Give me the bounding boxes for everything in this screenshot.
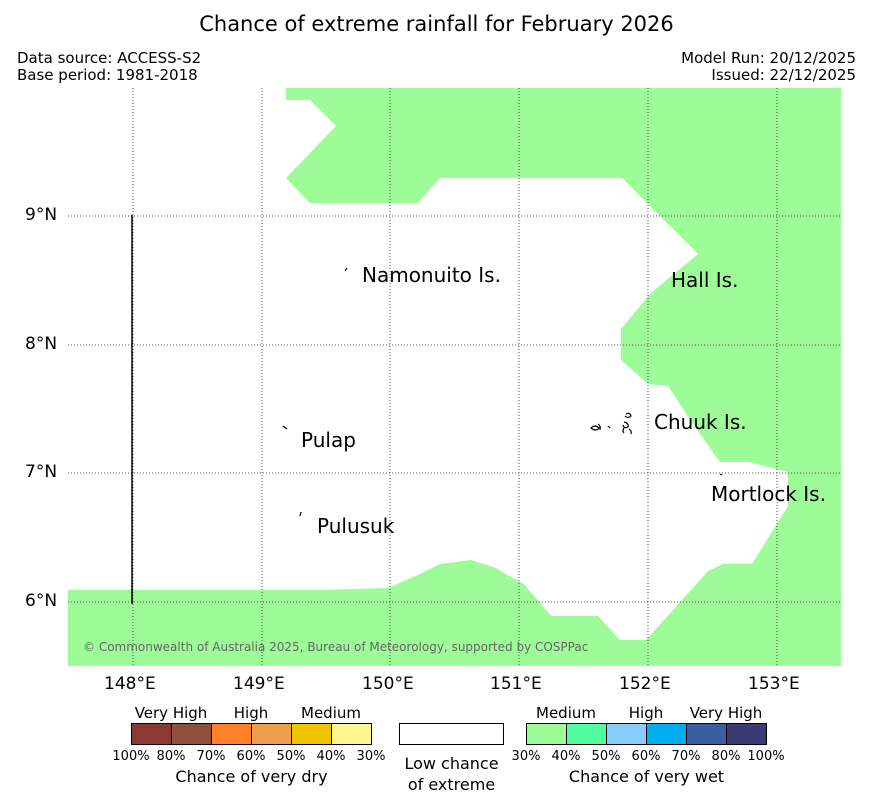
- chuuk-island-outline: [590, 412, 632, 435]
- legend-dry-swatch-3: [252, 724, 292, 744]
- island-outlines: [282, 267, 723, 517]
- issued-date: Issued: 22/12/2025: [711, 66, 856, 84]
- legend-wet-swatch-1: [567, 724, 607, 744]
- lon-label-149e: 149°E: [233, 674, 285, 694]
- legend-wet-very-high-label: Very High: [689, 704, 763, 722]
- legend-low-chance-line1: Low chance: [404, 754, 499, 773]
- lon-label-148e: 148°E: [104, 674, 156, 694]
- legend-dry-tick: 30%: [356, 749, 386, 764]
- legend-wet-swatch-0: [527, 724, 567, 744]
- legend-dry-title: Chance of very dry: [175, 767, 328, 786]
- legend-low-chance-line2: of extreme: [407, 775, 496, 794]
- base-period: Base period: 1981-2018: [17, 66, 198, 84]
- place-label-pulap: Pulap: [301, 428, 356, 452]
- legend-wet-tick: 60%: [631, 749, 661, 764]
- place-label-mortlock: Mortlock Is.: [711, 482, 826, 506]
- legend-low-chance-label: Low chance of extreme: [389, 753, 514, 795]
- pulap-island-outline: [282, 425, 288, 430]
- lat-label-8n: 8°N: [25, 334, 58, 354]
- legend-wet-tick: 40%: [551, 749, 581, 764]
- lon-label-153e: 153°E: [748, 674, 800, 694]
- legend-dry-swatch-1: [172, 724, 212, 744]
- very-wet-chance-region: [68, 88, 841, 666]
- legend-dry-very-high-label: Very High: [134, 704, 208, 722]
- legend-wet-tick: 80%: [711, 749, 741, 764]
- legend-wet-medium-label: Medium: [536, 704, 596, 722]
- legend-dry-swatch-2: [212, 724, 252, 744]
- lon-label-152e: 152°E: [619, 674, 671, 694]
- place-label-namonuito: Namonuito Is.: [362, 263, 501, 287]
- namonuito-island-outline: [344, 267, 348, 272]
- legend-wet-tick: 30%: [511, 749, 541, 764]
- place-label-hall: Hall Is.: [671, 268, 739, 292]
- legend-wet-tick: 70%: [671, 749, 701, 764]
- run-info: Model Run: 20/12/2025 Issued: 22/12/2025: [681, 50, 856, 84]
- mortlock-island-outline: [719, 473, 723, 476]
- legend-dry-high-label: High: [233, 704, 269, 722]
- legend-dry-colorbar: [131, 723, 372, 745]
- map-canvas[interactable]: Namonuito Is. Hall Is. Chuuk Is. Pulap M…: [68, 88, 841, 666]
- lon-label-151e: 151°E: [490, 674, 542, 694]
- legend-dry-swatch-5: [332, 724, 371, 744]
- legend-dry-tick: 80%: [156, 749, 186, 764]
- place-label-chuuk: Chuuk Is.: [654, 410, 747, 434]
- legend-dry-swatch-0: [132, 724, 172, 744]
- legend-wet-swatch-2: [607, 724, 647, 744]
- lat-label-6n: 6°N: [25, 591, 58, 611]
- legend-dry-tick: 40%: [316, 749, 346, 764]
- lon-label-150e: 150°E: [362, 674, 414, 694]
- legend-wet-tick: 50%: [591, 749, 621, 764]
- data-source: Data source: ACCESS-S2: [17, 49, 202, 67]
- legend-wet-swatch-3: [647, 724, 687, 744]
- legend-dry-tick: 60%: [236, 749, 266, 764]
- legend-dry-swatch-4: [292, 724, 332, 744]
- pulusuk-island-outline: [299, 511, 302, 517]
- legend-wet-swatch-4: [687, 724, 727, 744]
- legend-dry-tick: 100%: [112, 749, 150, 764]
- map-title: Chance of extreme rainfall for February …: [199, 12, 674, 36]
- lat-label-9n: 9°N: [25, 205, 58, 225]
- legend-wet-high-label: High: [628, 704, 664, 722]
- legend-dry-tick: 50%: [276, 749, 306, 764]
- legend-wet-title: Chance of very wet: [568, 767, 725, 786]
- legend-wet-tick: 100%: [747, 749, 785, 764]
- legend-dry-tick: 70%: [196, 749, 226, 764]
- lat-label-7n: 7°N: [25, 462, 58, 482]
- copyright-notice: © Commonwealth of Australia 2025, Bureau…: [83, 640, 589, 654]
- model-run: Model Run: 20/12/2025: [681, 49, 856, 67]
- legend-low-chance-swatch: [399, 723, 504, 745]
- graticule: [68, 88, 841, 666]
- legend-wet-colorbar: [526, 723, 767, 745]
- source-info: Data source: ACCESS-S2 Base period: 1981…: [17, 50, 201, 84]
- legend-dry-medium-label: Medium: [301, 704, 361, 722]
- place-label-pulusuk: Pulusuk: [317, 514, 395, 538]
- legend-wet-swatch-5: [727, 724, 766, 744]
